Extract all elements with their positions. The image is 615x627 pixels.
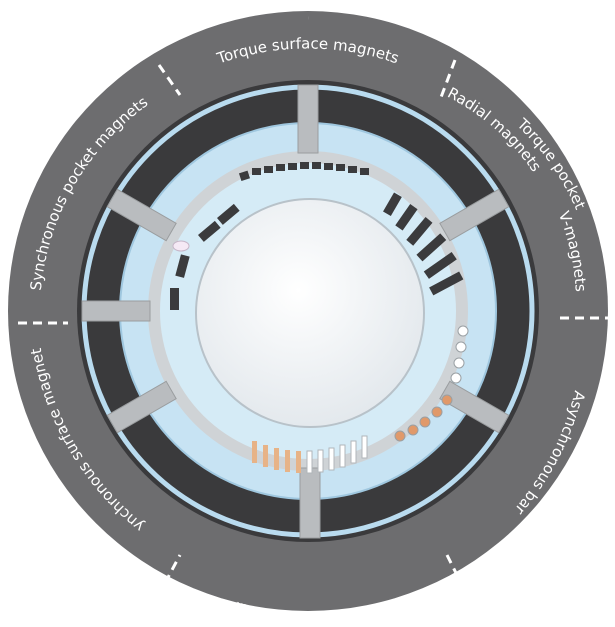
asynchronous-profile-bar-slots — [252, 435, 368, 474]
spoke-dividers — [81, 84, 510, 539]
asynchronous-bar-slots — [394, 325, 469, 442]
rotor-core — [195, 198, 425, 428]
radial-magnet-slots — [383, 192, 464, 296]
pocket-magnet-row-top — [238, 162, 369, 182]
sector-separators — [18, 59, 612, 586]
v-magnet-slots — [170, 203, 240, 310]
